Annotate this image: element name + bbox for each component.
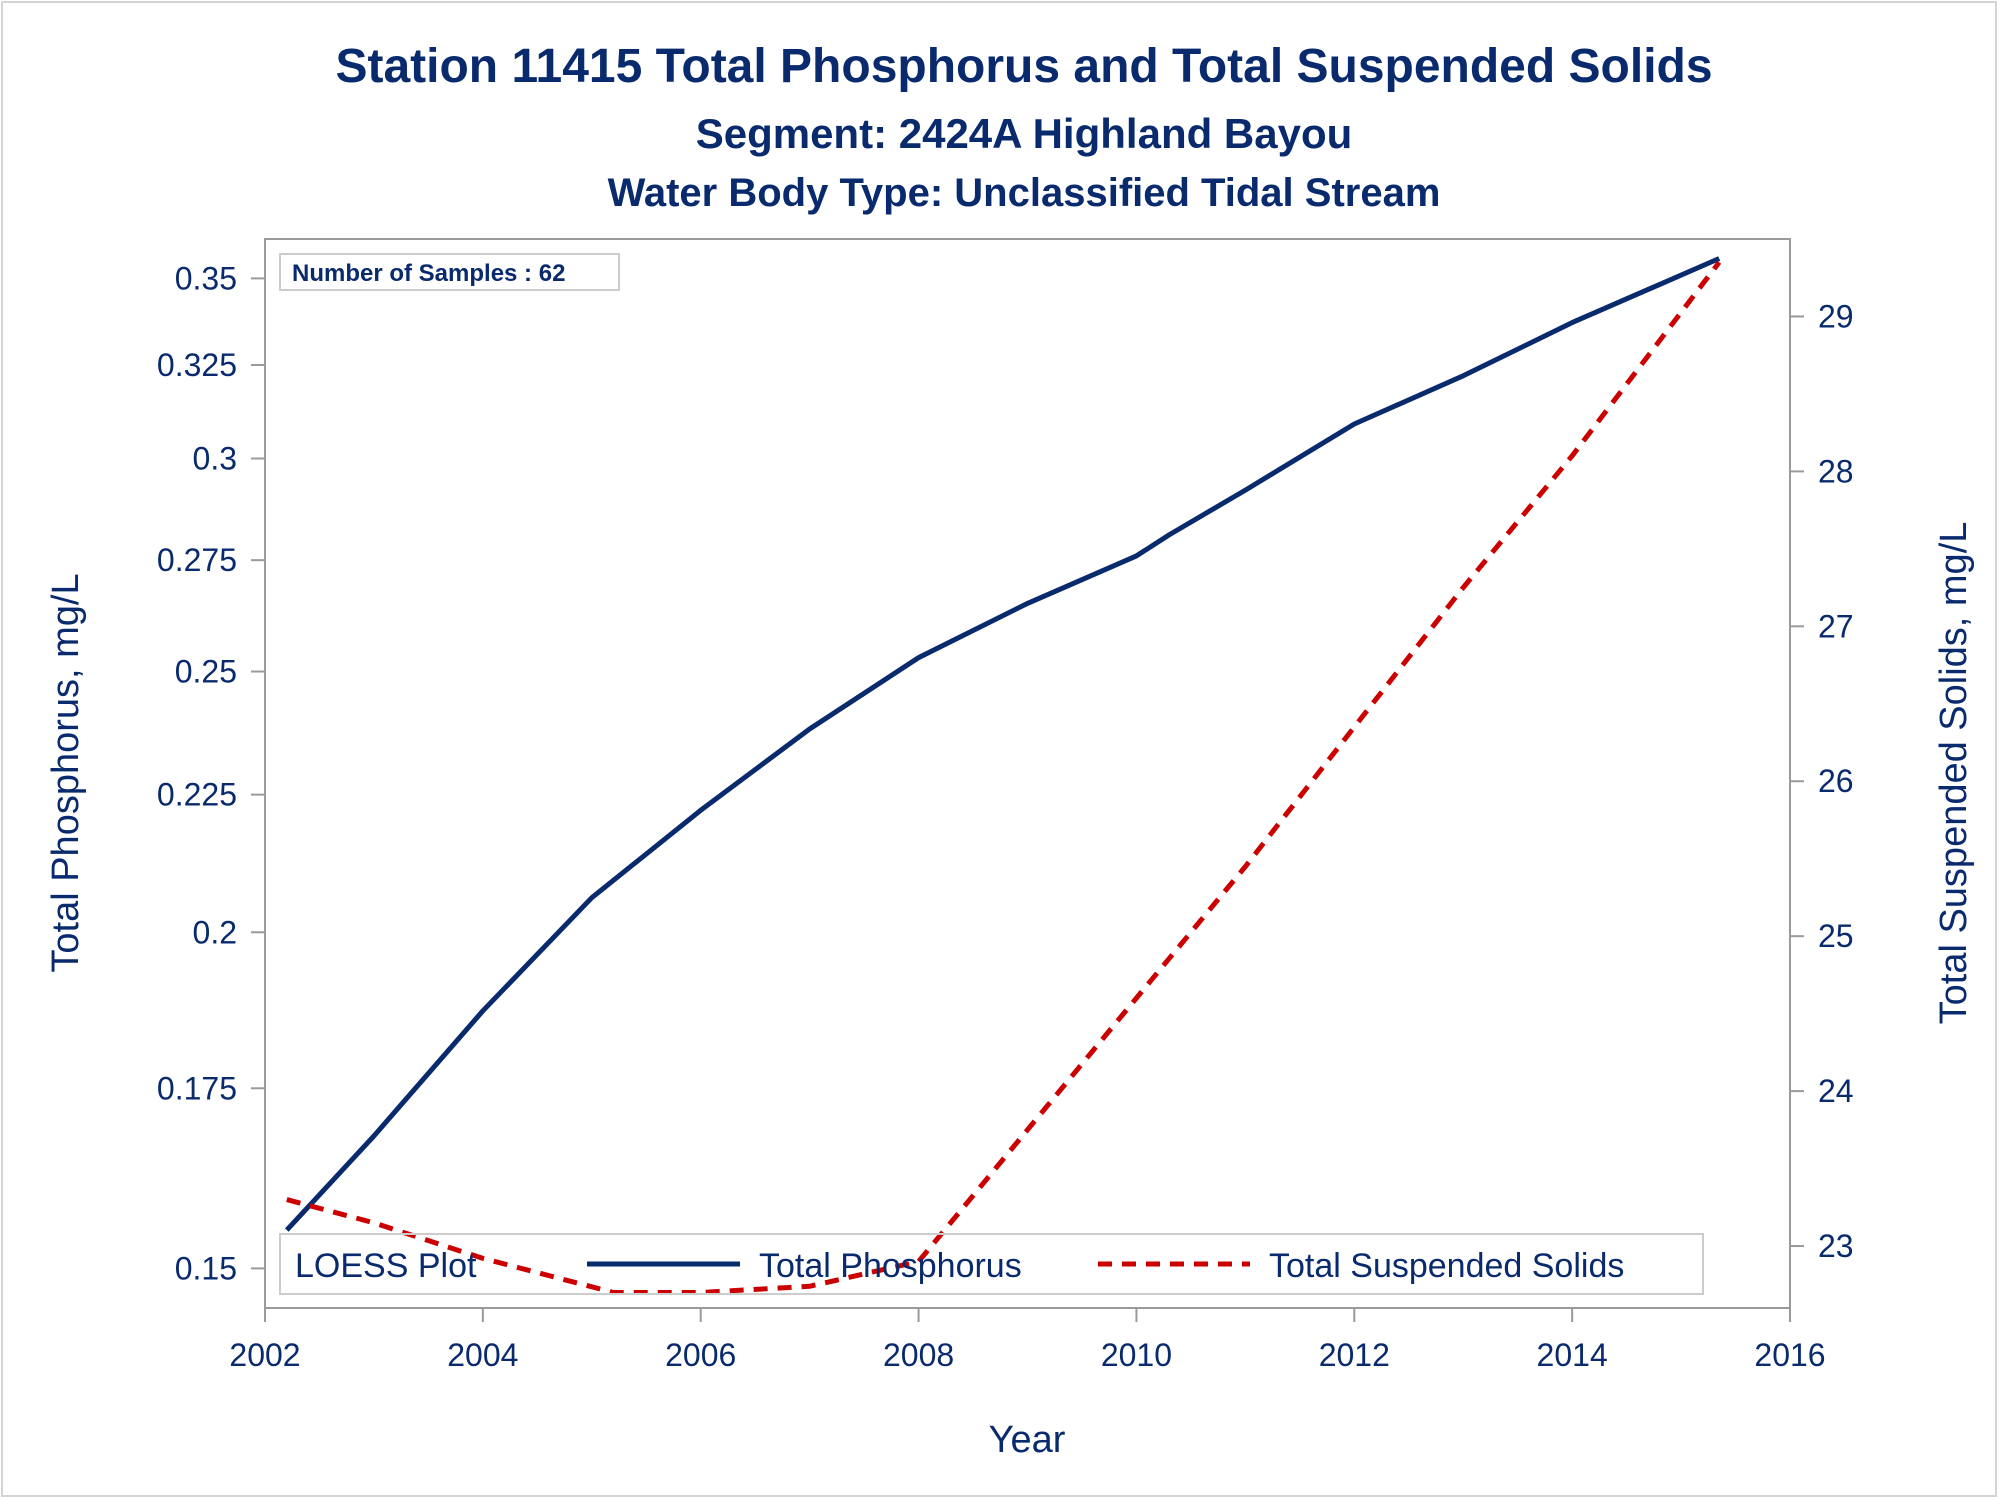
x-tick-label: 2004 [447,1337,518,1373]
y-left-tick-label: 0.225 [157,777,237,813]
x-tick-label: 2008 [883,1337,954,1373]
sample-count-box [279,253,620,291]
y-left-tick-label: 0.325 [157,347,237,383]
chart-subtitle-waterbody: Water Body Type: Unclassified Tidal Stre… [608,171,1441,215]
y-left-tick-label: 0.15 [175,1250,237,1286]
series-line-total-suspended-solids [286,260,1722,1295]
legend-title: LOESS Plot [295,1247,477,1285]
legend-label-total-suspended-solids: Total Suspended Solids [1269,1247,1624,1285]
x-tick-label: 2016 [1754,1337,1825,1373]
y-right-tick-label: 29 [1818,298,1854,334]
x-tick-label: 2014 [1537,1337,1608,1373]
y-right-tick-label: 25 [1818,918,1854,954]
x-axis-label: Year [989,1419,1066,1461]
y-right-tick-label: 24 [1818,1073,1854,1109]
y-left-tick-label: 0.35 [175,260,237,296]
legend: LOESS Plot Total Phosphorus Total Suspen… [279,1233,1704,1295]
y-left-tick-label: 0.2 [193,914,237,950]
sample-count-text: Number of Samples : 62 [292,260,565,287]
x-tick-label: 2002 [229,1337,300,1373]
legend-label-total-phosphorus: Total Phosphorus [759,1247,1022,1285]
series-line-total-phosphorus [284,256,1721,1232]
y-axis-left-label: Total Phosphorus, mg/L [45,573,87,972]
chart-title: Station 11415 Total Phosphorus and Total… [335,40,1712,93]
legend-box [279,1233,1704,1295]
y-left-tick-label: 0.175 [157,1070,237,1106]
y-axis-right-label: Total Suspended Solids, mg/L [1933,522,1975,1025]
y-right-tick-label: 23 [1818,1228,1854,1264]
y-left-tick-label: 0.25 [175,654,237,690]
x-tick-label: 2012 [1319,1337,1390,1373]
x-tick-label: 2006 [665,1337,736,1373]
plot-area [264,238,1791,1309]
x-tick-label: 2010 [1101,1337,1172,1373]
y-right-tick-label: 27 [1818,608,1854,644]
y-left-tick-label: 0.3 [193,441,237,477]
y-axis-left: 0.15 0.175 0.2 0.225 0.25 0.275 0.3 0.325 0.35 [157,260,265,1286]
chart-subtitle-segment: Segment: 2424A Highland Bayou [696,110,1353,157]
y-right-tick-label: 28 [1818,453,1854,489]
y-right-tick-label: 26 [1818,763,1854,799]
x-axis: 2002 2004 2006 2008 2010 2012 2014 2016 [229,1308,1826,1373]
y-axis-right: 23 24 25 26 27 28 29 [1790,298,1854,1264]
y-left-tick-label: 0.275 [157,542,237,578]
